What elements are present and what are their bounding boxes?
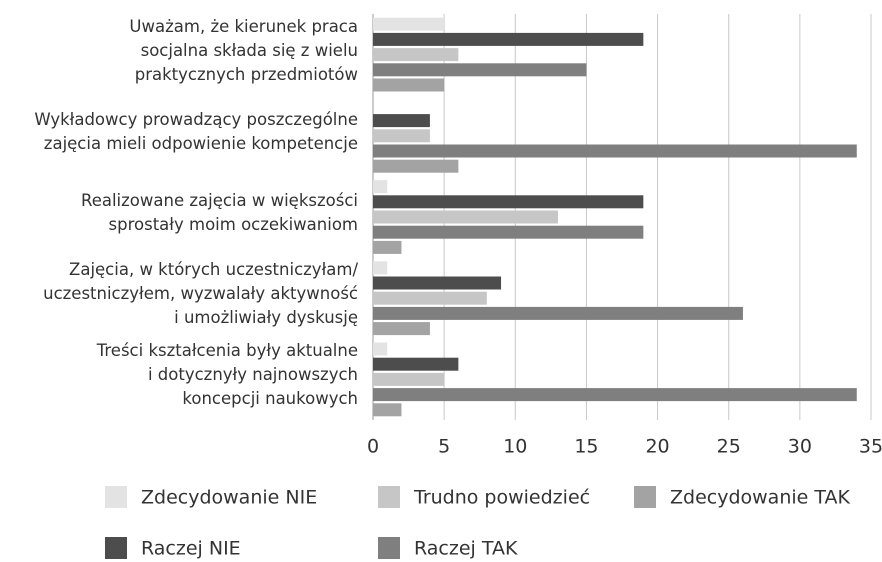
- x-tick-label: 0: [367, 436, 379, 458]
- bar: [373, 159, 459, 173]
- bar: [373, 63, 587, 77]
- x-tick-label: 10: [503, 436, 527, 458]
- x-tick-label: 15: [574, 436, 598, 458]
- bar: [373, 372, 445, 386]
- bar: [373, 210, 558, 224]
- legend-label: Zdecydowanie TAK: [670, 487, 851, 509]
- category-label: Realizowane zajęcia w większości sprosta…: [80, 191, 358, 234]
- legend-label: Zdecydowanie NIE: [141, 487, 317, 509]
- legend-label: Raczej NIE: [141, 538, 241, 560]
- bar: [373, 32, 644, 46]
- bar: [373, 240, 402, 254]
- bar: [373, 342, 388, 356]
- bar: [373, 129, 430, 143]
- bar: [373, 306, 743, 320]
- bar: [373, 17, 445, 31]
- bar: [373, 291, 487, 305]
- bar: [373, 195, 644, 209]
- x-tick-label: 35: [859, 436, 882, 458]
- category-label: Uważam, że kierunek praca socjalna skład…: [129, 16, 358, 84]
- legend-swatch: [105, 486, 127, 508]
- legend-swatch: [378, 537, 400, 559]
- category-label: Wykładowcy prowadzący poszczególne zajęc…: [34, 109, 358, 153]
- bar: [373, 357, 459, 371]
- bar: [373, 322, 430, 336]
- bar: [373, 114, 430, 128]
- bar: [373, 144, 857, 158]
- bar: [373, 403, 402, 417]
- bar: [373, 388, 857, 402]
- bar: [373, 48, 459, 62]
- legend-label: Raczej TAK: [414, 538, 518, 560]
- x-tick-label: 25: [717, 436, 741, 458]
- x-tick-label: 30: [788, 436, 812, 458]
- x-tick-label: 5: [438, 436, 450, 458]
- legend-swatch: [105, 537, 127, 559]
- bar: [373, 225, 644, 239]
- legend-label: Trudno powiedzieć: [413, 487, 590, 509]
- bar: [373, 180, 388, 194]
- bar: [373, 276, 502, 290]
- legend-swatch: [634, 486, 656, 508]
- category-label: Zajęcia, w których uczestniczyłam/ uczes…: [43, 260, 358, 328]
- category-label: Treści kształcenia były aktualne i dotyc…: [96, 341, 358, 409]
- bar: [373, 261, 388, 275]
- legend-swatch: [378, 486, 400, 508]
- bar: [373, 78, 445, 92]
- x-tick-label: 20: [645, 436, 669, 458]
